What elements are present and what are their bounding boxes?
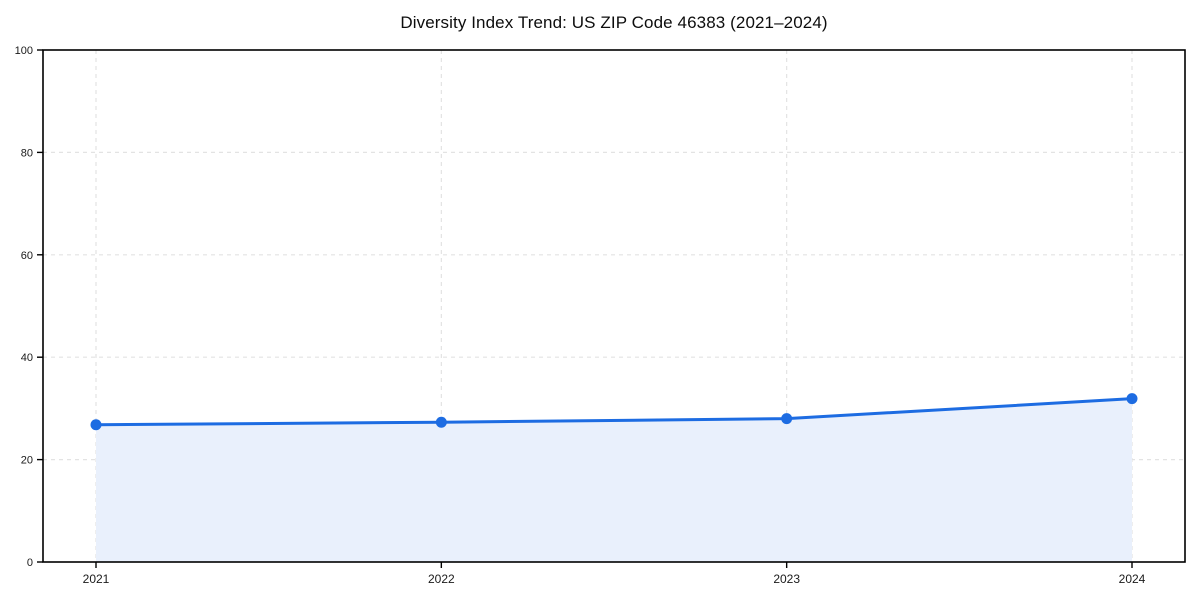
x-tick-label: 2023 bbox=[773, 572, 800, 586]
y-tick-label: 100 bbox=[15, 45, 33, 57]
chart-title: Diversity Index Trend: US ZIP Code 46383… bbox=[400, 13, 828, 32]
plot-border bbox=[42, 49, 1186, 563]
x-tick-label: 2024 bbox=[1119, 572, 1146, 586]
y-tick-label: 60 bbox=[21, 250, 33, 262]
data-point bbox=[435, 416, 447, 428]
y-tick-label: 40 bbox=[21, 352, 33, 364]
trend-line bbox=[94, 397, 1134, 427]
y-tick-label: 20 bbox=[21, 455, 33, 467]
area-fill bbox=[96, 398, 1132, 562]
data-point bbox=[781, 413, 793, 425]
data-point bbox=[1126, 393, 1138, 405]
x-tick-label: 2021 bbox=[83, 572, 110, 586]
x-tick-label: 2022 bbox=[428, 572, 455, 586]
y-tick-label: 80 bbox=[21, 147, 33, 159]
data-point bbox=[90, 419, 102, 431]
y-tick-label: 0 bbox=[27, 557, 33, 569]
